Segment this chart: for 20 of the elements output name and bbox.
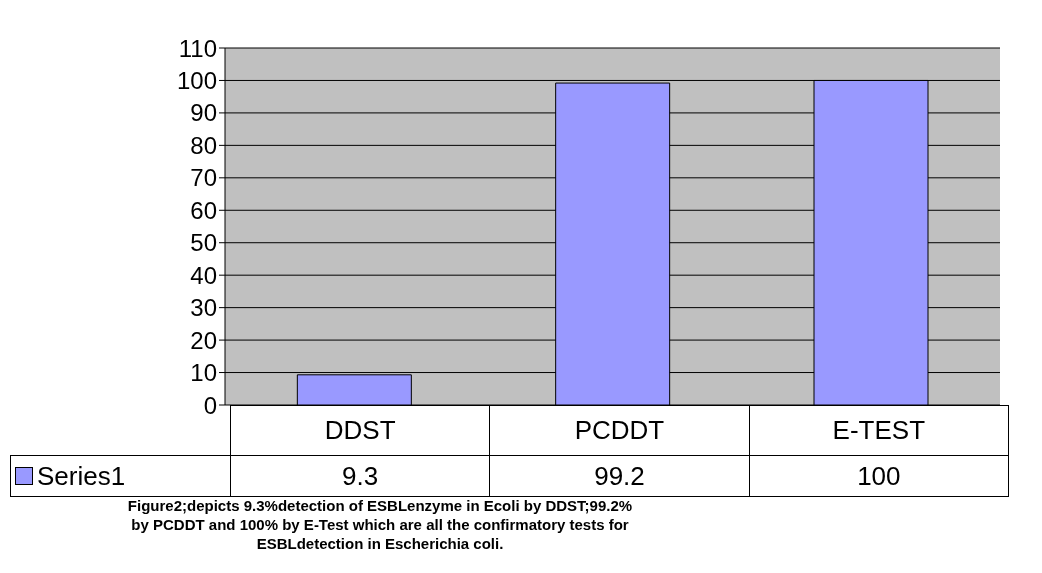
x-tick-label: E-TEST <box>749 405 1009 456</box>
y-tick-label: 90 <box>190 99 217 127</box>
y-tick-label: 10 <box>190 359 217 387</box>
y-tick-label: 110 <box>178 34 217 62</box>
y-tick-label: 30 <box>190 294 217 322</box>
y-tick-label: 50 <box>190 229 217 257</box>
y-tick-label: 20 <box>190 326 217 354</box>
y-tick-label: 100 <box>176 66 217 94</box>
x-tick-label: DDST <box>230 405 490 456</box>
data-label: 9.3 <box>230 455 490 497</box>
y-tick-label: 70 <box>190 164 217 192</box>
y-tick-label: 0 <box>203 391 217 419</box>
data-label: 100 <box>749 455 1009 497</box>
data-label: 99.2 <box>489 455 750 497</box>
legend-label: Series1 <box>10 455 231 497</box>
y-tick-label: 60 <box>190 196 217 224</box>
x-tick-label: PCDDT <box>489 405 750 456</box>
y-tick-label: 40 <box>190 261 217 289</box>
caption: Figure2;depicts 9.3%detection of ESBLenzyme in Ecoli by DDST;99.2% by PCDDT and 100% by E-Test which are all the confirmatory tests for ESBLdetection in Escherichia coli. <box>126 496 634 553</box>
y-tick-label: 80 <box>190 131 217 159</box>
